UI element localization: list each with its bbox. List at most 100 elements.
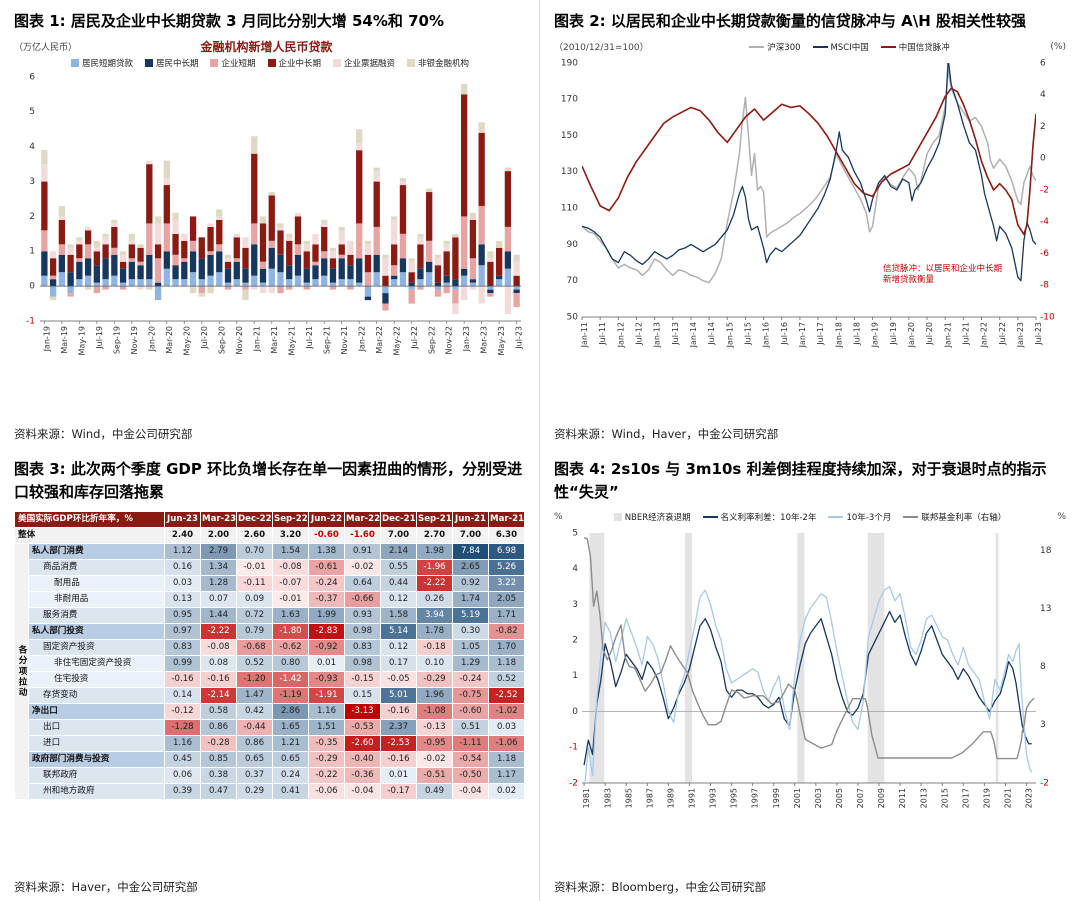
table-row: 进口 1.16 -0.28 0.86 1.21 -0.35 -2.60 -2.53 -0.95-… (15, 735, 526, 752)
row-label: 私人部门投资 (27, 623, 166, 640)
value-cell: 0.24 (272, 767, 310, 784)
value-cell: -0.24 (452, 671, 490, 688)
value-cell: 1.34 (200, 559, 238, 576)
legend-label: 企业中长期 (278, 58, 322, 69)
value-cell: 0.16 (164, 559, 202, 576)
value-cell: -0.06 (308, 783, 346, 800)
value-cell: 2.37 (380, 719, 418, 736)
value-cell: 0.45 (164, 751, 202, 768)
value-cell: -0.37 (308, 591, 346, 608)
figure4-line-chart (554, 525, 1066, 825)
figure1-bar-chart (14, 70, 526, 363)
value-cell: 0.79 (236, 623, 274, 640)
credit-pulse-annotation: 信贷脉冲：以居民和企业中长期 新增贷款衡量 (883, 264, 1002, 287)
value-cell: 0.12 (380, 591, 418, 608)
legend-swatch-line (903, 516, 919, 518)
figure4-title: 图表 4: 2s10s 与 3m10s 利差倒挂程度持续加深，对于衰退时点的指示… (554, 460, 1047, 501)
figure1-chart-area (14, 70, 526, 363)
value-cell: 0.91 (344, 543, 382, 560)
value-cell: 0.49 (416, 783, 454, 800)
value-cell: 1.47 (236, 687, 274, 704)
table-row: 商品消费 0.16 1.34 -0.01 -0.08 -0.61 -0.02 0.55 -1.9… (15, 559, 526, 576)
annotation-line1: 信贷脉冲：以居民和企业中长期 (882, 263, 1002, 274)
figure2-left-axis-label: （2010/12/31=100） (554, 43, 649, 53)
value-cell: 0.13 (164, 591, 202, 608)
value-cell: -0.01 (272, 591, 310, 608)
legend-item: 企业中长期 (267, 57, 322, 69)
legend-label: 企业票据融资 (344, 58, 396, 69)
value-cell: 2.05 (488, 591, 526, 608)
legend-swatch-box (333, 58, 342, 67)
value-cell: -0.93 (308, 671, 346, 688)
table-side-label: 各分项拉动 (14, 543, 29, 800)
value-cell: 1.74 (452, 591, 490, 608)
value-cell: 0.09 (236, 591, 274, 608)
value-cell: 2.00 (200, 527, 238, 544)
value-cell: -0.22 (308, 767, 346, 784)
value-cell: -0.02 (416, 751, 454, 768)
value-cell: 3.94 (416, 607, 454, 624)
row-label: 非住宅固定资产投资 (27, 655, 166, 672)
value-cell: -0.12 (164, 703, 202, 720)
row-label: 存货变动 (27, 687, 166, 704)
value-cell: 1.16 (164, 735, 202, 752)
value-cell: 0.29 (236, 783, 274, 800)
legend-swatch-band (613, 513, 622, 521)
row-label: 私人部门消费 (27, 543, 166, 560)
value-cell: -0.04 (344, 783, 382, 800)
value-cell: 2.70 (416, 527, 454, 544)
value-cell: 0.93 (344, 607, 382, 624)
legend-label: NBER经济衰退期 (624, 513, 691, 523)
value-cell: 0.06 (164, 767, 202, 784)
gdp-table: 美国实际GDP环比折年率，% Jun-23 Mar-23 Dec-22 Sep-22 Ju… (13, 511, 526, 800)
row-label: 政府部门消费与投资 (27, 751, 166, 768)
value-cell: 0.70 (236, 543, 274, 560)
figure3-source: 资料来源：Haver，中金公司研究部 (14, 880, 198, 894)
figure2-right-axis-label: (%) (1050, 41, 1066, 52)
table-row: 出口 -1.28 0.86 -0.44 1.65 1.51 -0.53 2.37 -0.13 0.… (15, 719, 526, 736)
table-row: 各分项拉动 私人部门消费 1.12 2.79 0.70 1.54 1.38 0.91 2.14 1… (14, 543, 526, 800)
value-cell: -0.75 (452, 687, 490, 704)
value-cell: -0.17 (380, 783, 418, 800)
column-header: Sep-22 (272, 511, 310, 528)
value-cell: -2.60 (344, 735, 382, 752)
value-cell: 0.01 (308, 655, 346, 672)
legend-label: 非银金融机构 (418, 58, 470, 69)
value-cell: -0.16 (380, 751, 418, 768)
row-label: 整体 (13, 527, 166, 544)
row-label: 州和地方政府 (27, 783, 166, 800)
value-cell: 0.86 (200, 719, 238, 736)
table-row: 私人部门投资 0.97 -2.22 0.79 -1.80 -2.83 0.98 5.14 1.7… (15, 623, 526, 640)
value-cell: 0.15 (344, 687, 382, 704)
table-row: 存货变动 0.14 -2.14 1.47 -1.19 -1.91 0.15 5.01 1.96-… (15, 687, 526, 704)
column-header: Jun-22 (308, 511, 346, 528)
figure2-panel: 图表 2: 以居民和企业中长期贷款衡量的信贷脉冲与 A\H 股相关性较强 （20… (540, 0, 1080, 448)
legend-item: 企业票据融资 (333, 57, 395, 69)
value-cell: 1.29 (452, 655, 490, 672)
value-cell: -0.08 (200, 639, 238, 656)
value-cell: -1.11 (452, 735, 490, 752)
value-cell: 0.98 (344, 623, 382, 640)
value-cell: -0.15 (344, 671, 382, 688)
figure3-panel: 图表 3: 此次两个季度 GDP 环比负增长存在单一因素扭曲的情形，分别受进口较… (0, 448, 540, 901)
value-cell: -0.04 (452, 783, 490, 800)
annotation-line2: 新增贷款衡量 (882, 275, 934, 286)
value-cell: -0.40 (344, 751, 382, 768)
row-label: 联邦政府 (27, 767, 166, 784)
legend-swatch-line (702, 516, 718, 518)
value-cell: 6.98 (488, 543, 526, 560)
value-cell: -0.92 (308, 639, 346, 656)
figure4-panel: 图表 4: 2s10s 与 3m10s 利差倒挂程度持续加深，对于衰退时点的指示… (540, 448, 1080, 901)
value-cell: -2.22 (200, 623, 238, 640)
value-cell: 5.01 (380, 687, 418, 704)
legend-label: 中国信贷脉冲 (898, 42, 950, 53)
figure3-title: 图表 3: 此次两个季度 GDP 环比负增长存在单一因素扭曲的情形，分别受进口较… (14, 460, 523, 501)
figure2-title: 图表 2: 以居民和企业中长期贷款衡量的信贷脉冲与 A\H 股相关性较强 (554, 12, 1026, 30)
value-cell: -0.68 (236, 639, 274, 656)
value-cell: 6.30 (488, 527, 526, 544)
value-cell: 1.70 (488, 639, 526, 656)
value-cell: 1.21 (272, 735, 310, 752)
legend-item: 居民中长期 (144, 57, 198, 69)
legend-item: 企业短期 (210, 57, 256, 69)
